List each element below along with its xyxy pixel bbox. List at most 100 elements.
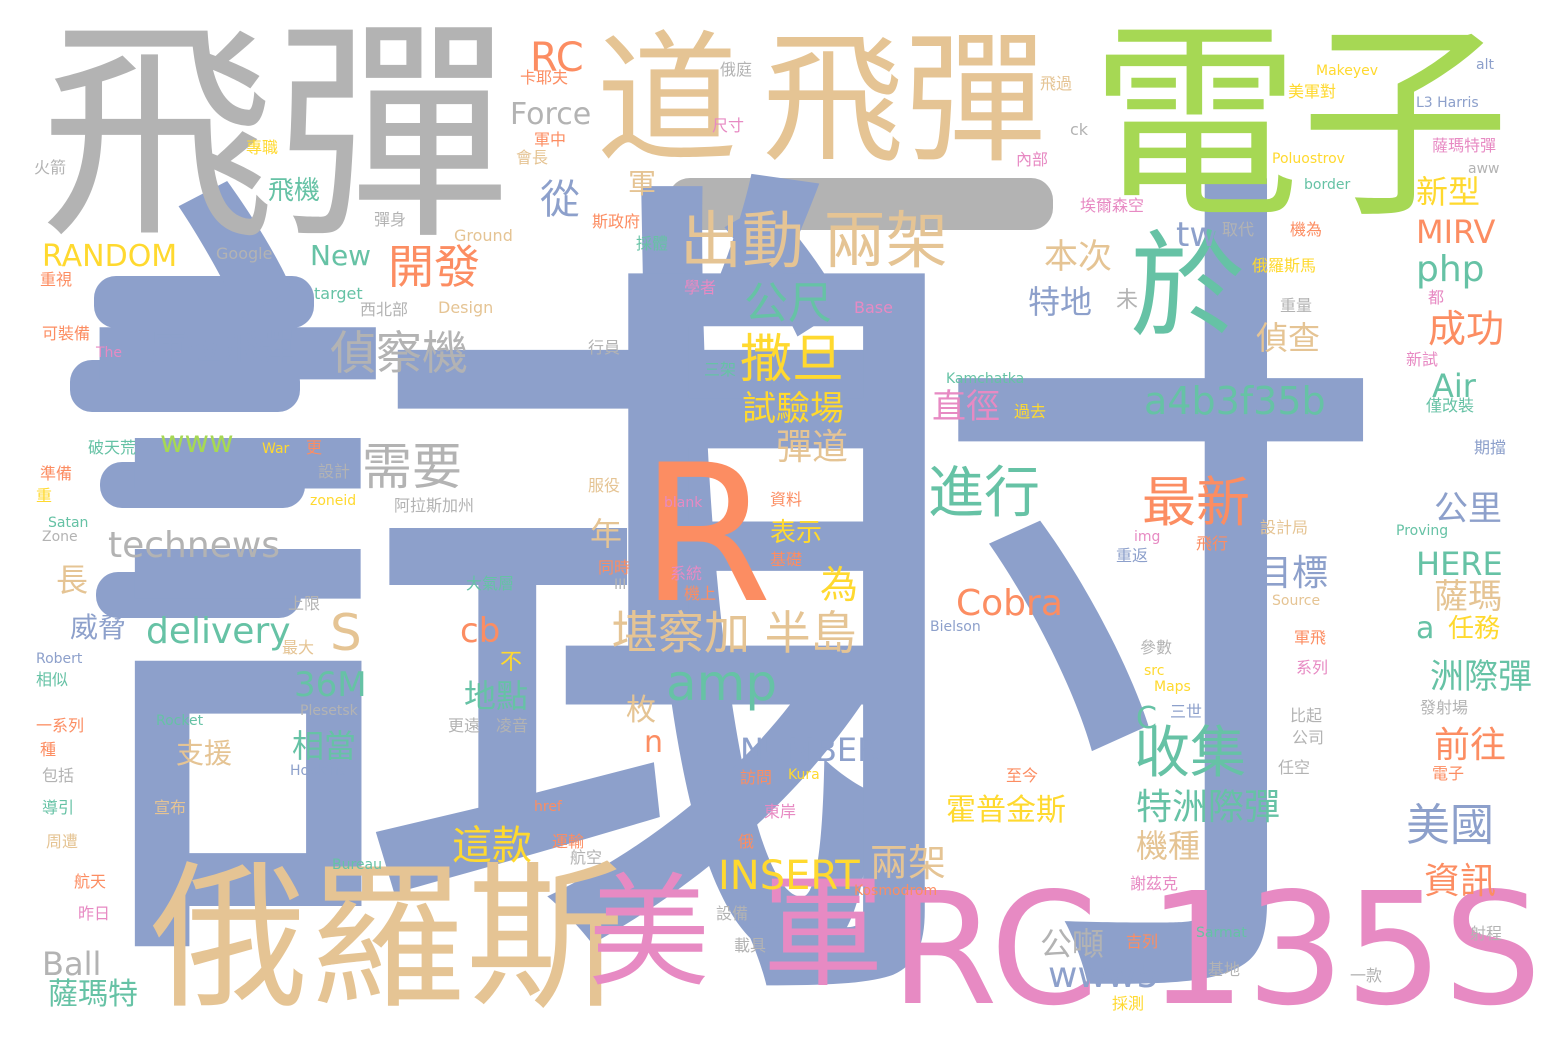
word-gongli: 公里 [1434, 489, 1502, 529]
word-s-dongan: 東岸 [764, 802, 797, 821]
word-s-hopkins: Hopkins [290, 763, 347, 779]
word-s-href: href [534, 799, 562, 815]
word-chang: 長 [56, 561, 89, 599]
word-s-sanshi: 三世 [1170, 702, 1203, 721]
word-kanchajia: 堪察加 半島 [612, 606, 857, 660]
word-s-guoqu: 過去 [1014, 402, 1047, 421]
word-s-qudai: 取代 [1222, 220, 1255, 239]
word-n: n [644, 725, 664, 760]
word-s-zhongshi: 重視 [40, 270, 73, 289]
word-s-poluos: Poluostrov [1272, 151, 1345, 167]
word-mei2: 枚 [626, 693, 656, 728]
word-s-sheji: 設計 [318, 462, 351, 481]
word-eluosi: 俄羅斯 [150, 847, 624, 1031]
word-s-robert: Robert [36, 651, 83, 667]
word-ball: Ball [42, 945, 102, 983]
word-php: php [1416, 249, 1485, 290]
word-s-gengyuan: 更遠 [448, 716, 481, 735]
word-s-neibu: 內部 [1016, 150, 1049, 169]
word-s-ziliao: 資料 [770, 490, 803, 509]
word-zixun: 資訊 [1424, 861, 1497, 902]
decorative-bar [94, 276, 314, 328]
word-s-eluosima: 俄羅斯馬 [1252, 256, 1317, 275]
word-s-yixilie: 一系列 [36, 716, 85, 735]
word-zhiyuan: 支援 [176, 737, 233, 770]
word-s-bureau: Bureau [332, 857, 382, 873]
word-s-ck: ck [1070, 120, 1089, 139]
word-air: Air [1432, 367, 1476, 405]
word-s-shejiju: 設計局 [1260, 518, 1309, 537]
word-s-chicun: 尺寸 [712, 116, 745, 135]
word-s-xiezike: 謝茲克 [1130, 874, 1179, 893]
word-s-junfei: 軍飛 [1294, 628, 1327, 647]
word-samate: 薩瑪特 [48, 977, 138, 1012]
word-s-kezhuang: 可裝備 [42, 324, 91, 343]
word-s-zuori: 昨日 [78, 904, 111, 923]
word-rc135s: RC 135S [890, 859, 1542, 1040]
word-s-geng: 更 [306, 438, 323, 457]
word-tw: tw [1176, 215, 1218, 255]
word-s-jichu: 基礎 [770, 550, 803, 569]
word-s-source: Source [1272, 593, 1321, 609]
word-s-danshen: 彈身 [374, 210, 407, 229]
word-rc: RC [530, 35, 584, 81]
word-s-xingyuan: 行員 [588, 338, 621, 357]
word-s-daoyin: 導引 [42, 798, 75, 817]
word-feidan2: 飛彈 [762, 18, 1046, 183]
word-s-kaye: 卡耶夫 [520, 68, 569, 87]
word-s-meijun: 美軍對 [1288, 82, 1337, 101]
word-tezhoujidan: 特洲際彈 [1136, 787, 1281, 828]
word-s-sanjia: 三架 [704, 360, 737, 379]
word-s-ground: Ground [454, 226, 513, 245]
word-kaifa: 開發 [388, 240, 480, 294]
word-s-src: src [1144, 663, 1165, 679]
word-s-yikuan: 一款 [1350, 966, 1383, 985]
word-chudong: 出動 兩架 [680, 204, 948, 277]
word-s-rocket: Rocket [156, 713, 204, 729]
word-s-shebei: 設備 [716, 904, 749, 923]
word-wei: 為 [820, 563, 859, 607]
word-s-huizhang: 會長 [516, 148, 549, 167]
word-s-maps: Maps [1154, 679, 1191, 695]
word-s-makeyev: Makeyev [1316, 63, 1379, 79]
word-s-dou: 都 [1428, 288, 1445, 307]
word-s-gongsi: 公司 [1292, 728, 1325, 747]
word-s-zhengfu: 斯政府 [592, 212, 641, 231]
word-she: 射 [520, 97, 1400, 1052]
word-s-border: border [1304, 177, 1351, 193]
word-liangjia: 兩架 [870, 841, 947, 885]
word-s-lingyin: 凌音 [496, 716, 529, 735]
word-meiguo: 美國 [1406, 800, 1494, 851]
word-s-fashechang: 發射場 [1420, 698, 1469, 717]
word-jun: 軍 [762, 862, 884, 1004]
word-s-dianzi2: 電子 [1432, 764, 1465, 783]
word-s-xuezhe: 學者 [684, 278, 717, 297]
word-s-daqiceng: 大氣層 [466, 574, 515, 593]
word-s-base: Base [854, 298, 893, 317]
word-s-shangxian: 上限 [288, 594, 321, 613]
word-s-iii: III [614, 577, 627, 593]
word-s-feixing: 飛行 [1196, 534, 1229, 553]
word-yu: 於 [1130, 220, 1246, 354]
word-s-img: img [1134, 529, 1161, 545]
word-weixie: 威脅 [70, 611, 127, 644]
word-s-zone: Zone [42, 529, 78, 545]
word-insert: INSERT [718, 853, 860, 899]
word-zhijing: 直徑 [932, 387, 1000, 427]
word-zhencha: 偵查 [1256, 319, 1321, 357]
word-s-baokuo: 包括 [42, 766, 75, 785]
word-s-xinshi: 新試 [1406, 350, 1439, 369]
word-cb: cb [460, 611, 501, 651]
word-mirv: MIRV [1416, 213, 1496, 251]
word-s-zhijin: 至今 [1006, 766, 1039, 785]
word-delivery: delivery [146, 611, 291, 652]
word-wei2: 未 [1116, 288, 1139, 313]
word-force: Force [510, 97, 592, 132]
word-s-hangtian: 航天 [74, 872, 107, 891]
word-xuyao: 需要 [362, 438, 462, 496]
word-s-qipan: 期擋 [1474, 438, 1507, 457]
word-s-zhuanfeng: 專職 [246, 138, 279, 157]
word-s-aww: aww [1468, 161, 1500, 177]
word-cobra: Cobra [956, 583, 1063, 624]
